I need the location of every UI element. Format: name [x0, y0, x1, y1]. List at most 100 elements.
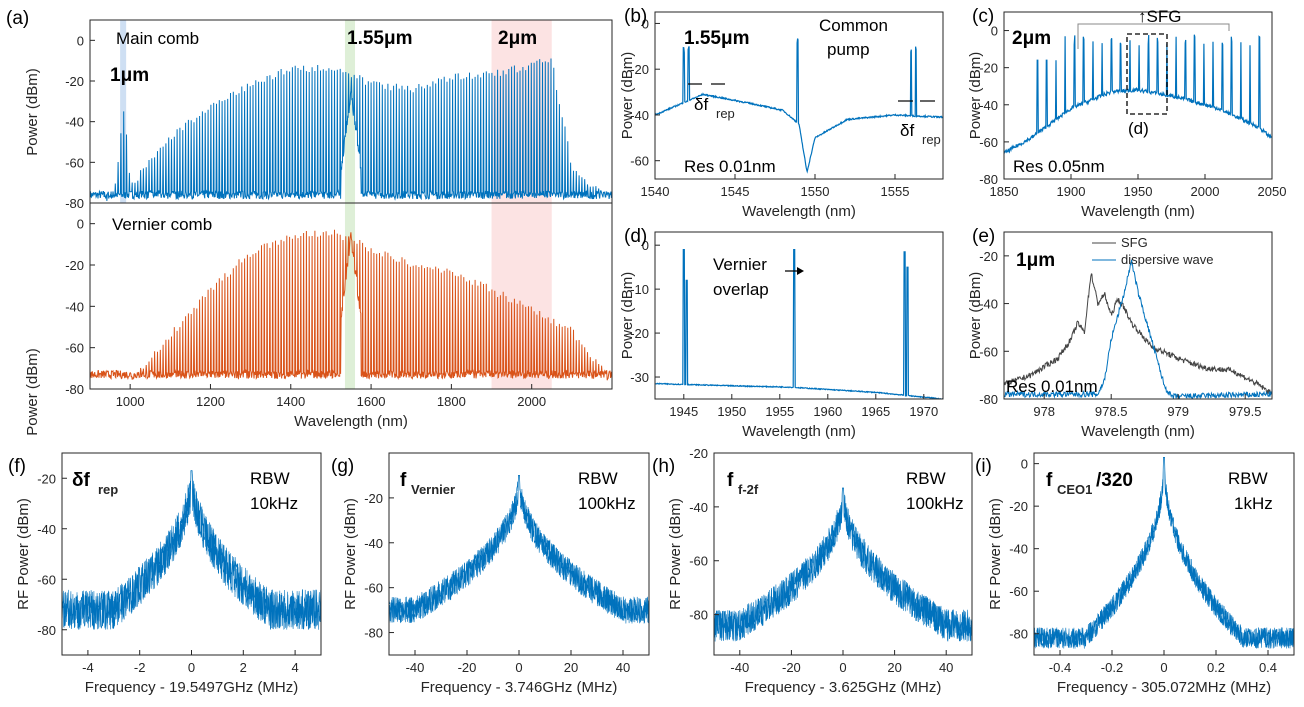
x-tick-label: 2050	[1258, 184, 1287, 199]
panel-label-i: (i)	[975, 456, 992, 477]
x-tick-label: 1555	[881, 184, 910, 199]
series-main-comb	[90, 58, 612, 201]
axes-frame	[654, 231, 944, 400]
x-tick-label: 0	[839, 660, 846, 675]
plot-area-c	[1004, 34, 1272, 155]
x-tick-label: 40	[616, 660, 630, 675]
legend-vernier-comb: Vernier comb	[112, 215, 212, 234]
y-tick-label: -40	[1009, 542, 1028, 557]
x-axis-label: Frequency - 305.072MHz (MHz)	[1057, 679, 1271, 696]
panel-label-h: (h)	[652, 456, 675, 477]
x-tick-label: 1945	[669, 404, 698, 419]
y-axis-label: RF Power (dBm)	[667, 498, 684, 610]
sfg-bracket	[1077, 23, 1230, 49]
spectrum-trace	[1004, 34, 1272, 155]
label-common: Common	[819, 16, 888, 35]
y-tick-label: -30	[630, 370, 649, 385]
y-tick-label: -80	[979, 172, 998, 187]
x-axis-label: Frequency - 3.625GHz (MHz)	[745, 679, 942, 696]
x-tick-label: 0.4	[1259, 660, 1277, 675]
label-f: f	[727, 470, 734, 491]
x-tick-label: 1545	[721, 184, 750, 199]
panel-label-e: (e)	[972, 226, 995, 247]
x-tick-label: -40	[730, 660, 749, 675]
rf-spectrum-trace	[62, 470, 321, 630]
x-tick-label: 1900	[1057, 184, 1086, 199]
y-tick-label: -80	[65, 382, 84, 397]
y-tick-label: -40	[979, 297, 998, 312]
y-tick-label: -20	[689, 446, 708, 461]
spectrum-trace	[655, 38, 943, 174]
y-tick-label: -40	[979, 98, 998, 113]
x-tick-label: 0	[515, 660, 522, 675]
x-tick-label: -40	[406, 660, 425, 675]
y-tick-label: -60	[1009, 584, 1028, 599]
y-tick-label: -20	[979, 61, 998, 76]
rf-spectrum-trace	[714, 487, 972, 642]
y-tick-label: -60	[689, 554, 708, 569]
label-vernier-sub: Vernier	[411, 482, 455, 497]
panel-label-b: (b)	[624, 6, 647, 27]
y-tick-label: -20	[65, 74, 84, 89]
label-ceo1-sub: CEO1	[1057, 482, 1092, 497]
label-rep-sub: rep	[716, 106, 735, 121]
y-axis-label: Power (dBm)	[967, 52, 984, 140]
y-tick-label: -20	[630, 62, 649, 77]
x-axis-label: Frequency - 3.746GHz (MHz)	[421, 679, 618, 696]
y-tick-label: 0	[642, 16, 649, 31]
x-tick-label: 978.5	[1095, 404, 1128, 419]
panel-label-c: (c)	[972, 6, 994, 27]
y-tick-label: -80	[1009, 627, 1028, 642]
y-tick-label: -60	[979, 135, 998, 150]
x-tick-label: -20	[782, 660, 801, 675]
y-tick-label: 0	[991, 24, 998, 39]
y-tick-label: 0	[77, 217, 84, 232]
y-axis-label: RF Power (dBm)	[342, 498, 359, 610]
band-label-1um: 1μm	[110, 65, 149, 86]
label-rbw-value: 10kHz	[250, 494, 298, 513]
x-tick-label: 0	[188, 660, 195, 675]
label-rbw: RBW	[578, 469, 618, 488]
label-1p55um: 1.55μm	[684, 28, 750, 49]
label-delta-f: δf	[72, 470, 91, 491]
x-tick-label: 1200	[196, 394, 225, 409]
y-tick-label: -20	[630, 326, 649, 341]
y-tick-label: -20	[37, 471, 56, 486]
x-tick-label: 1550	[801, 184, 830, 199]
label-resolution: Res 0.01nm	[684, 157, 776, 176]
plot-area-a	[90, 20, 612, 203]
y-tick-label: -60	[65, 341, 84, 356]
y-axis-label: Power (dBm)	[967, 272, 984, 360]
axes-frame	[89, 202, 613, 390]
y-tick-label: -80	[364, 626, 383, 641]
label-divide-320: /320	[1096, 470, 1133, 491]
x-axis-label: Frequency - 19.5497GHz (MHz)	[85, 679, 298, 696]
x-tick-label: 1000	[116, 394, 145, 409]
plot-area-g	[389, 475, 649, 624]
zoom-box	[1126, 33, 1168, 115]
band-highlight	[120, 20, 127, 203]
label-f: f	[400, 470, 407, 491]
band-highlight	[344, 20, 356, 203]
y-tick-label: -40	[689, 500, 708, 515]
panel-label-a: (a)	[6, 8, 29, 29]
x-tick-label: 1850	[990, 184, 1019, 199]
label-overlap: overlap	[713, 280, 769, 299]
y-tick-label: -40	[65, 299, 84, 314]
y-axis-label: Power (dBm)	[24, 348, 41, 436]
plot-area-b	[655, 38, 943, 174]
legend-sfg: SFG	[1121, 235, 1148, 250]
x-tick-label: 0.2	[1207, 660, 1225, 675]
x-tick-label: 40	[939, 660, 953, 675]
axes-frame	[654, 11, 944, 180]
y-tick-label: -20	[65, 258, 84, 273]
label-rep-sub: rep	[922, 132, 941, 147]
x-tick-label: -0.2	[1101, 660, 1123, 675]
panel-label-g: (g)	[331, 456, 354, 477]
label-2um: 2μm	[1012, 28, 1051, 49]
label-rbw-value: 100kHz	[578, 494, 636, 513]
series-dispersive-wave	[1004, 259, 1272, 399]
x-tick-label: 1965	[861, 404, 890, 419]
x-tick-label: 1400	[276, 394, 305, 409]
x-tick-label: -4	[82, 660, 94, 675]
